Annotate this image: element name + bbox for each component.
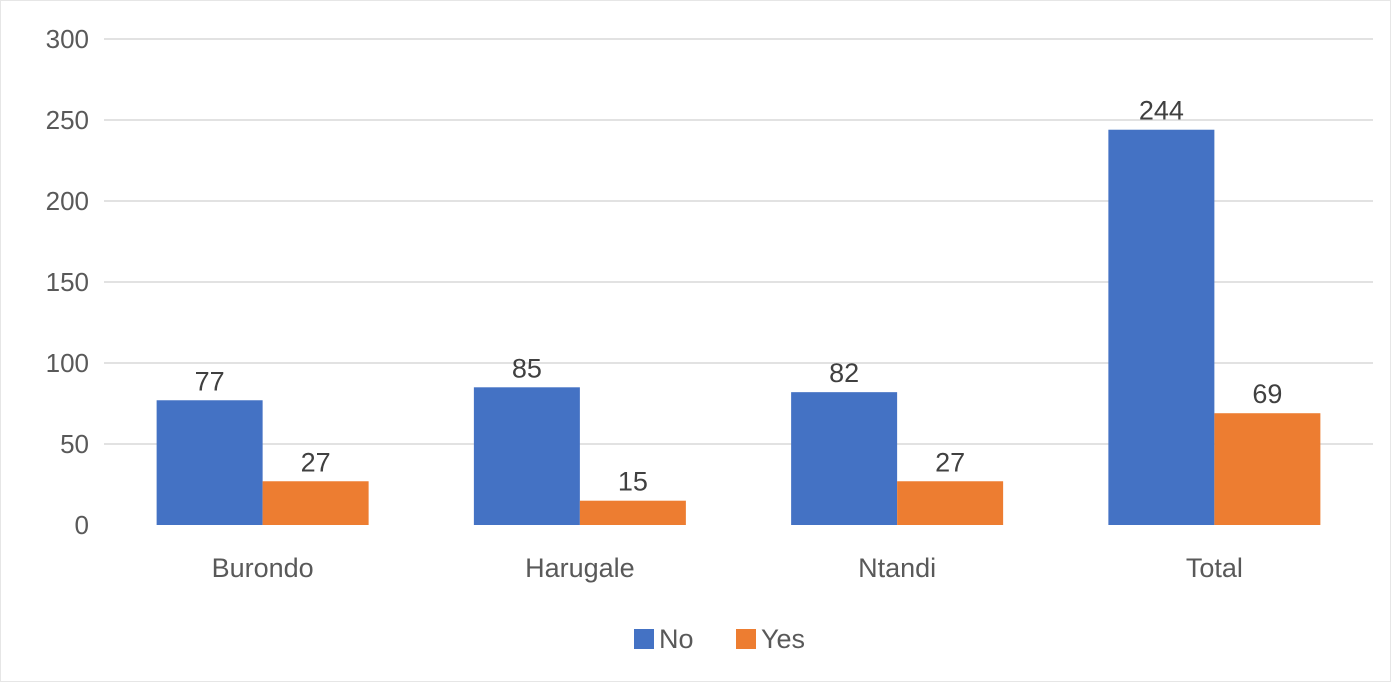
data-labels: 77 27 85 15 82 27 244 69 <box>195 96 1283 497</box>
data-label: 27 <box>301 447 331 477</box>
legend-label-yes: Yes <box>761 624 805 654</box>
bar-no-total <box>1108 129 1215 525</box>
data-label: 85 <box>512 353 542 383</box>
legend-swatch-yes <box>736 629 756 649</box>
data-label: 77 <box>195 366 225 396</box>
y-tick-label: 0 <box>75 510 89 540</box>
bar-yes-harugale <box>579 500 686 525</box>
data-label: 15 <box>618 467 648 497</box>
legend-swatch-no <box>634 629 654 649</box>
bar-yes-total <box>1214 413 1321 525</box>
bar-no-burondo <box>156 400 263 525</box>
bar-no-harugale <box>473 387 580 525</box>
y-tick-label: 200 <box>46 186 89 216</box>
y-tick-label: 50 <box>60 429 89 459</box>
data-label: 244 <box>1139 96 1184 126</box>
x-category-label: Burondo <box>212 553 314 583</box>
y-tick-label: 300 <box>46 24 89 54</box>
y-tick-label: 100 <box>46 348 89 378</box>
data-label: 27 <box>935 447 965 477</box>
bar-yes-ntandi <box>897 481 1004 525</box>
legend: No Yes <box>634 624 805 654</box>
data-label: 69 <box>1252 379 1282 409</box>
x-category-label: Total <box>1186 553 1243 583</box>
x-axis-categories: Burondo Harugale Ntandi Total <box>212 553 1243 583</box>
bar-yes-burondo <box>262 481 369 525</box>
bar-no-ntandi <box>791 392 898 525</box>
data-label: 82 <box>829 358 859 388</box>
x-category-label: Ntandi <box>858 553 936 583</box>
x-category-label: Harugale <box>525 553 635 583</box>
bars <box>156 129 1321 525</box>
y-tick-label: 250 <box>46 105 89 135</box>
y-tick-label: 150 <box>46 267 89 297</box>
y-axis-ticks: 0 50 100 150 200 250 300 <box>46 24 89 540</box>
legend-label-no: No <box>659 624 694 654</box>
